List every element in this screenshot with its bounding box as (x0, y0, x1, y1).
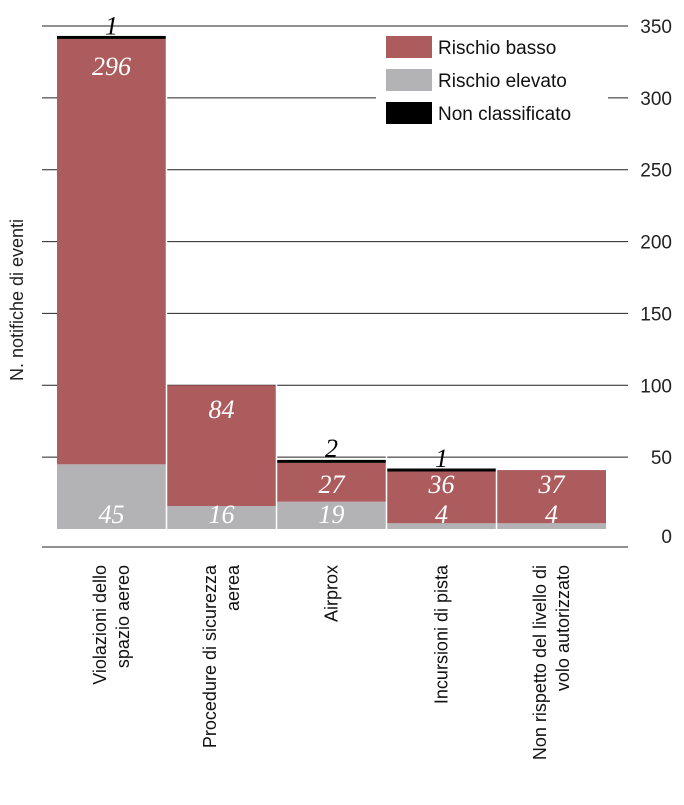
category-label: Non rispetto del livello di volo autorizz… (530, 565, 573, 760)
legend-swatch (386, 69, 432, 91)
y-tick-label: 350 (640, 17, 672, 38)
data-label-rischio-elevato: 4 (545, 500, 558, 529)
y-tick-label: 0 (661, 527, 672, 548)
bar-non-classificato (387, 468, 496, 472)
category-label: Incursioni di pista (432, 564, 452, 704)
data-label-rischio-elevato: 4 (435, 500, 448, 529)
category-label-line: aerea (223, 564, 243, 611)
legend-swatch (386, 36, 432, 58)
category-label-line: Non rispetto del livello di (530, 565, 550, 760)
y-tick-label: 250 (640, 161, 672, 182)
category-label-line: Violazioni dello (90, 565, 110, 685)
y-tick-label: 150 (640, 304, 672, 325)
data-label-rischio-basso: 27 (319, 470, 346, 499)
category-label-line: spazio aereo (113, 565, 133, 668)
bar-rischio-elevato (497, 523, 606, 529)
data-label-non-classificato: 2 (325, 434, 338, 463)
y-tick-label: 100 (640, 376, 672, 397)
bar-rischio-basso (387, 471, 496, 524)
legend-label: Non classificato (438, 104, 571, 125)
data-label-rischio-elevato: 45 (99, 500, 125, 529)
bars (57, 33, 606, 529)
legend-swatch (386, 102, 432, 124)
category-label: Airprox (322, 565, 342, 622)
y-axis-ticks: 0 50 100 150 200 250 300 350 (640, 17, 672, 548)
data-label-rischio-basso: 84 (209, 395, 235, 424)
data-label-rischio-elevato: 16 (209, 500, 235, 529)
data-label-rischio-basso: 296 (92, 52, 131, 81)
y-axis-label: N. notifiche di eventi (7, 219, 27, 381)
data-label-non-classificato: 1 (435, 444, 448, 473)
bar-rischio-elevato (387, 523, 496, 529)
bar-non-classificato (57, 35, 166, 39)
bar-rischio-elevato (57, 464, 166, 529)
y-tick-label: 300 (640, 89, 672, 110)
category-label-line: Incursioni di pista (432, 564, 452, 704)
legend-label: Rischio basso (438, 38, 556, 59)
data-label-rischio-elevato: 19 (319, 500, 345, 529)
bar-rischio-elevato (277, 501, 386, 529)
category-label-line: volo autorizzato (553, 565, 573, 691)
bar-rischio-basso (57, 38, 166, 465)
bar-non-classificato (277, 459, 386, 463)
bar-rischio-basso (277, 462, 386, 502)
legend-label: Rischio elevato (438, 71, 567, 92)
bar-rischio-elevato (167, 506, 276, 529)
category-label-line: Procedure di sicurezza (200, 564, 220, 748)
category-label: Violazioni dello spazio aereo (90, 565, 133, 685)
legend: Rischio basso Rischio elevato Non classifi… (376, 28, 608, 138)
data-label-rischio-basso: 36 (428, 470, 455, 499)
category-labels: Violazioni dello spazio aereo Procedure di… (90, 564, 573, 760)
y-tick-label: 200 (640, 233, 672, 254)
bar-rischio-basso (497, 470, 606, 524)
data-label-non-classificato: 1 (105, 11, 118, 40)
data-label-rischio-basso: 37 (538, 470, 566, 499)
y-tick-label: 50 (651, 448, 672, 469)
category-label-line: Airprox (322, 565, 342, 622)
bar-rischio-basso (167, 385, 276, 507)
category-label: Procedure di sicurezza aerea (200, 564, 243, 748)
